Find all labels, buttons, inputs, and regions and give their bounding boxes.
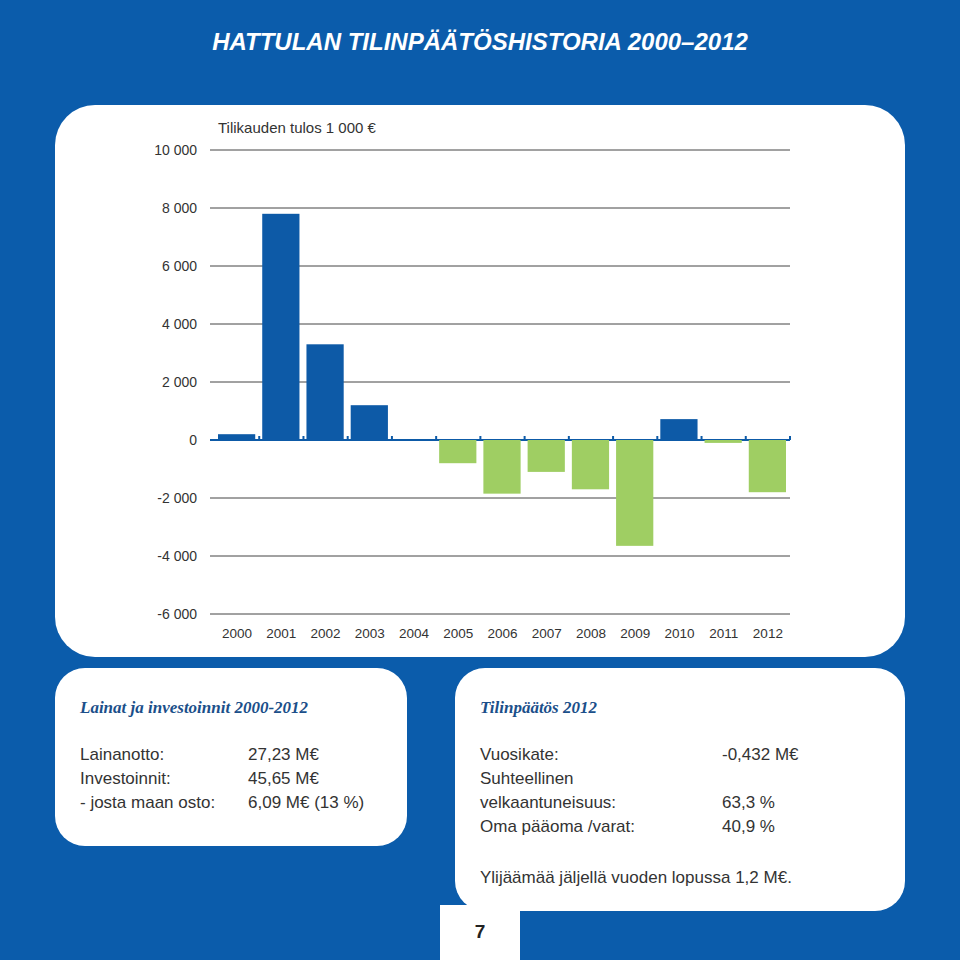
bar — [218, 434, 255, 440]
category-boundary — [391, 436, 393, 440]
y-tick-label: 10 000 — [154, 142, 197, 158]
x-tick-label: 2006 — [487, 626, 517, 641]
x-tick-label: 2004 — [399, 626, 430, 641]
main-title: HATTULAN TILINPÄÄTÖSHISTORIA 2000–2012 — [212, 28, 748, 55]
x-tick-label: 2001 — [266, 626, 296, 641]
bar — [749, 440, 786, 492]
category-boundary — [524, 436, 526, 440]
bar — [572, 440, 609, 489]
category-boundary — [479, 436, 481, 440]
category-boundary — [302, 436, 304, 440]
bar — [483, 440, 520, 494]
row-value: 40,9 % — [722, 817, 775, 836]
row-value: -0,432 M€ — [722, 745, 799, 764]
y-tick-label: 4 000 — [162, 316, 197, 332]
category-boundary — [258, 436, 260, 440]
bar — [528, 440, 565, 472]
chart-panel — [55, 105, 905, 657]
bar — [660, 419, 697, 440]
row-label: velkaantuneisuus: — [480, 793, 616, 812]
category-boundary — [568, 436, 570, 440]
category-boundary — [656, 436, 658, 440]
row-label: Vuosikate: — [480, 745, 559, 764]
category-boundary — [435, 436, 437, 440]
note: Ylijäämää jäljellä vuoden lopussa 1,2 M€… — [480, 868, 792, 887]
x-tick-label: 2000 — [222, 626, 252, 641]
bar — [439, 440, 476, 463]
axis-line — [210, 150, 211, 614]
y-tick-label: 0 — [189, 432, 197, 448]
bar — [395, 439, 432, 441]
y-tick-label: -2 000 — [157, 490, 197, 506]
bar — [306, 344, 343, 440]
row-value: 45,65 M€ — [248, 769, 319, 788]
category-boundary — [612, 436, 614, 440]
x-tick-label: 2011 — [709, 626, 738, 641]
category-boundary — [745, 436, 747, 440]
y-tick-label: -6 000 — [157, 606, 197, 622]
row-value: 63,3 % — [722, 793, 775, 812]
x-tick-label: 2009 — [620, 626, 650, 641]
category-boundary — [701, 436, 703, 440]
grid-line — [210, 498, 790, 499]
bar — [616, 440, 653, 546]
x-tick-label: 2003 — [355, 626, 385, 641]
x-tick-label: 2002 — [311, 626, 341, 641]
x-tick-label: 2008 — [576, 626, 606, 641]
page-number: 7 — [475, 921, 486, 942]
row-value: 6,09 M€ (13 %) — [248, 793, 364, 812]
panel-title: Lainat ja investoinnit 2000-2012 — [79, 698, 309, 717]
background — [0, 0, 960, 960]
x-tick-label: 2012 — [753, 626, 783, 641]
y-tick-label: 8 000 — [162, 200, 197, 216]
grid — [210, 150, 790, 614]
bars — [218, 214, 786, 546]
grid-line — [210, 150, 790, 151]
category-boundary — [789, 436, 791, 440]
grid-line — [210, 614, 790, 615]
row-label: Investoinnit: — [80, 769, 171, 788]
row-label: Oma pääoma /varat: — [480, 817, 635, 836]
grid-line — [210, 556, 790, 557]
page-number-tab — [440, 905, 520, 960]
panel-title: Tilinpäätös 2012 — [480, 698, 597, 717]
category-boundary — [347, 436, 349, 440]
statement-panel — [455, 668, 905, 911]
y-tick-label: -4 000 — [157, 548, 197, 564]
x-tick-label: 2007 — [532, 626, 562, 641]
grid-line — [210, 208, 790, 209]
row-label: Suhteellinen — [480, 769, 574, 788]
row-label: - josta maan osto: — [80, 793, 215, 812]
row-value: 27,23 M€ — [248, 745, 319, 764]
y-tick-label: 6 000 — [162, 258, 197, 274]
x-tick-label: 2005 — [443, 626, 473, 641]
x-tick-label: 2010 — [664, 626, 694, 641]
loans-panel — [55, 668, 407, 846]
bar — [351, 405, 388, 440]
row-label: Lainanotto: — [80, 745, 164, 764]
y-tick-label: 2 000 — [162, 374, 197, 390]
chart-title: Tilikauden tulos 1 000 € — [218, 119, 377, 136]
bar — [262, 214, 299, 440]
page: HATTULAN TILINPÄÄTÖSHISTORIA 2000–2012 Ti… — [0, 0, 960, 960]
bar — [705, 440, 742, 443]
